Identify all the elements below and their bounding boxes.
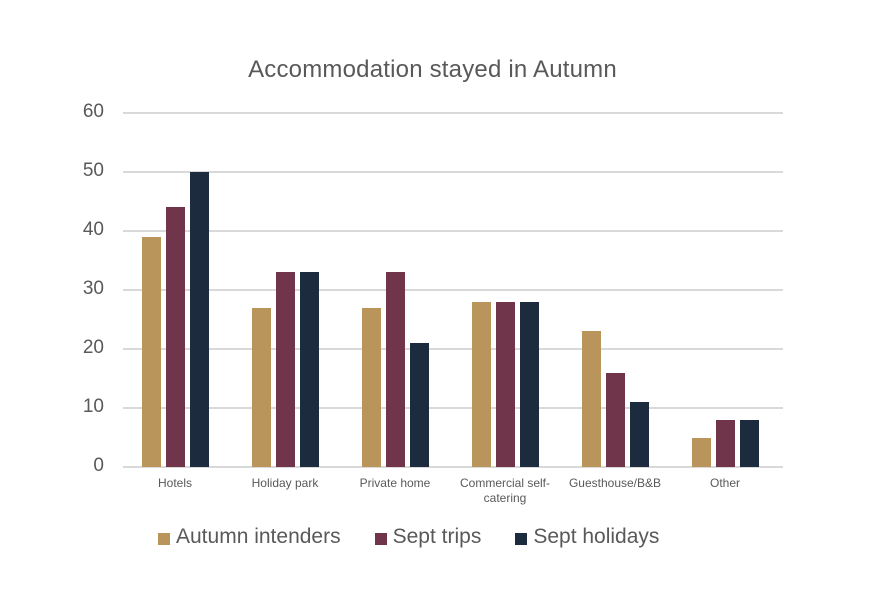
- gridline: [123, 407, 783, 409]
- bar: [189, 172, 209, 467]
- x-tick-label: Hotels: [115, 476, 235, 491]
- chart-title: Accommodation stayed in Autumn: [248, 56, 617, 83]
- y-tick-label: 0: [93, 455, 104, 476]
- y-tick-label: 30: [82, 278, 104, 299]
- y-tick-label: 50: [82, 160, 104, 181]
- legend-item: Autumn intenders: [158, 525, 341, 549]
- legend-swatch-icon: [158, 533, 170, 545]
- plot-area: [123, 112, 783, 468]
- bar: [385, 272, 405, 467]
- x-tick-label-line: catering: [483, 491, 527, 505]
- gridline: [123, 466, 783, 468]
- bar: [471, 301, 491, 467]
- legend-label: Sept trips: [392, 525, 482, 548]
- bar: [715, 419, 735, 467]
- bar: [275, 272, 295, 467]
- legend-item: Sept holidays: [515, 525, 659, 549]
- gridline: [123, 112, 783, 114]
- bar: [165, 207, 185, 467]
- bar: [409, 343, 429, 467]
- legend-label: Autumn intenders: [176, 525, 341, 548]
- x-tick-label-line: Private home: [359, 476, 431, 490]
- bar: [605, 372, 625, 467]
- x-tick-label-line: Holiday park: [251, 476, 319, 490]
- x-tick-label-line: Other: [709, 476, 740, 490]
- x-tick-label: Holiday park: [225, 476, 345, 491]
- x-tick-label-line: Guesthouse/B&B: [568, 476, 662, 490]
- legend: Autumn intenders Sept trips Sept holidays: [158, 525, 693, 549]
- gridline: [123, 289, 783, 291]
- bar: [691, 437, 711, 467]
- bar: [581, 331, 601, 467]
- x-tick-label-line: Commercial self-: [459, 476, 550, 490]
- bar: [251, 307, 271, 467]
- gridline: [123, 171, 783, 173]
- x-tick-label: Other: [665, 476, 785, 491]
- x-tick-label: Guesthouse/B&B: [555, 476, 675, 491]
- x-tick-label-line: Hotels: [157, 476, 192, 490]
- bar: [495, 301, 515, 467]
- legend-item: Sept trips: [374, 525, 482, 549]
- bar: [739, 419, 759, 467]
- legend-swatch-icon: [374, 533, 387, 545]
- legend-label: Sept holidays: [533, 525, 660, 548]
- x-tick-label: Commercial self-catering: [445, 476, 565, 506]
- bar: [299, 272, 319, 467]
- bar: [629, 402, 649, 467]
- gridline: [123, 348, 783, 350]
- x-tick-label: Private home: [335, 476, 455, 491]
- y-tick-label: 20: [82, 337, 104, 358]
- y-tick-label: 10: [82, 396, 104, 417]
- bar: [141, 236, 161, 467]
- y-tick-label: 40: [82, 219, 104, 240]
- bar: [519, 301, 539, 467]
- bar: [361, 307, 381, 467]
- gridline: [123, 230, 783, 232]
- legend-swatch-icon: [515, 533, 528, 545]
- y-tick-label: 60: [82, 101, 104, 122]
